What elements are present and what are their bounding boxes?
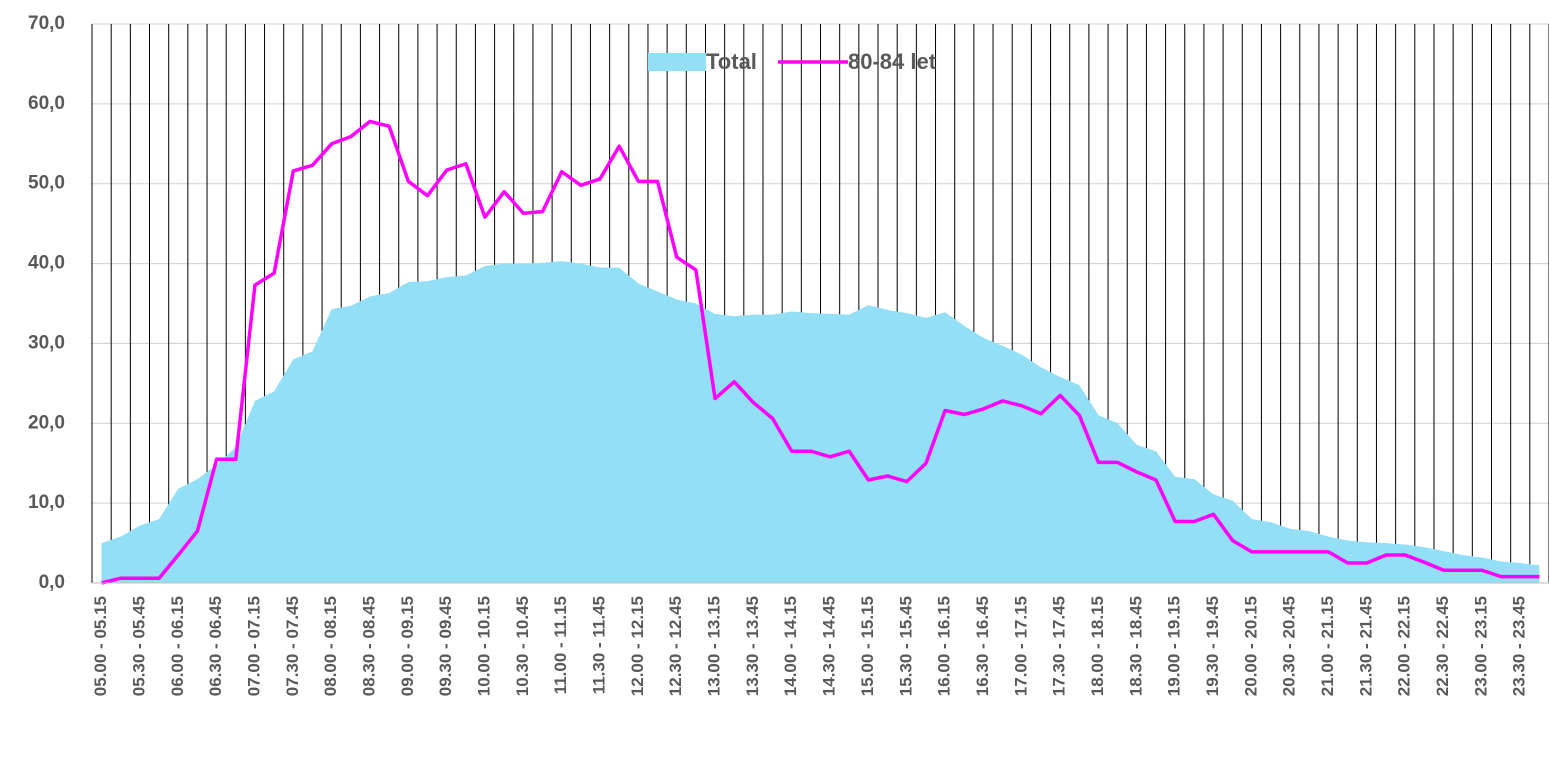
legend-label: Total	[706, 49, 757, 74]
legend-swatch	[648, 53, 706, 71]
x-tick-label: 09.30 - 09.45	[436, 596, 455, 696]
x-tick-label: 08.30 - 08.45	[359, 596, 378, 696]
x-tick-label: 11.00 - 11.15	[551, 596, 570, 694]
y-tick-label: 20,0	[28, 412, 65, 433]
y-tick-label: 30,0	[28, 332, 65, 353]
x-tick-label: 16.30 - 16.45	[973, 596, 992, 696]
x-tick-label: 21.30 - 21.45	[1356, 596, 1375, 696]
x-tick-label: 13.00 - 13.15	[705, 596, 724, 696]
y-tick-label: 0,0	[39, 572, 65, 593]
x-tick-label: 15.30 - 15.45	[896, 596, 915, 696]
x-tick-label: 10.30 - 10.45	[513, 596, 532, 696]
x-tick-label: 23.30 - 23.45	[1510, 596, 1529, 696]
x-tick-label: 17.00 - 17.15	[1011, 596, 1030, 696]
x-tick-label: 20.00 - 20.15	[1241, 596, 1260, 696]
x-tick-label: 14.30 - 14.45	[820, 596, 839, 696]
x-tick-label: 12.30 - 12.45	[666, 596, 685, 696]
x-tick-label: 10.00 - 10.15	[474, 596, 493, 696]
x-tick-label: 07.30 - 07.45	[283, 596, 302, 696]
x-tick-label: 11.30 - 11.45	[590, 596, 609, 694]
x-tick-label: 18.30 - 18.45	[1126, 596, 1145, 696]
y-tick-label: 60,0	[28, 93, 65, 114]
x-tick-label: 17.30 - 17.45	[1050, 596, 1069, 696]
x-tick-label: 06.00 - 06.15	[168, 596, 187, 696]
x-tick-label: 12.00 - 12.15	[628, 596, 647, 696]
y-tick-label: 10,0	[28, 492, 65, 513]
x-tick-label: 14.00 - 14.15	[781, 596, 800, 696]
x-tick-label: 13.30 - 13.45	[743, 596, 762, 696]
legend-label: 80-84 let	[848, 49, 937, 74]
x-tick-label: 19.00 - 19.15	[1165, 596, 1184, 696]
x-tick-label: 22.00 - 22.15	[1395, 596, 1414, 696]
x-tick-label: 20.30 - 20.45	[1280, 596, 1299, 696]
x-tick-label: 22.30 - 22.45	[1433, 596, 1452, 696]
x-tick-label: 18.00 - 18.15	[1088, 596, 1107, 696]
line	[101, 119, 1540, 585]
x-tick-label: 09.00 - 09.15	[398, 596, 417, 696]
x-tick-label: 15.00 - 15.15	[858, 596, 877, 696]
x-tick-label: 08.00 - 08.15	[321, 596, 340, 696]
y-tick-label: 40,0	[28, 253, 65, 274]
y-tick-label: 50,0	[28, 173, 65, 194]
x-tick-label: 19.30 - 19.45	[1203, 596, 1222, 696]
x-tick-label: 07.00 - 07.15	[244, 596, 263, 696]
x-tick-label: 23.00 - 23.15	[1471, 596, 1490, 696]
x-tick-label: 05.00 - 05.15	[91, 596, 110, 696]
x-tick-label: 06.30 - 06.45	[206, 596, 225, 696]
x-tick-label: 21.00 - 21.15	[1318, 596, 1337, 696]
x-tick-label: 16.00 - 16.15	[935, 596, 954, 696]
y-tick-label: 70,0	[28, 13, 65, 34]
area	[101, 261, 1540, 583]
x-tick-label: 05.30 - 05.45	[129, 596, 148, 696]
